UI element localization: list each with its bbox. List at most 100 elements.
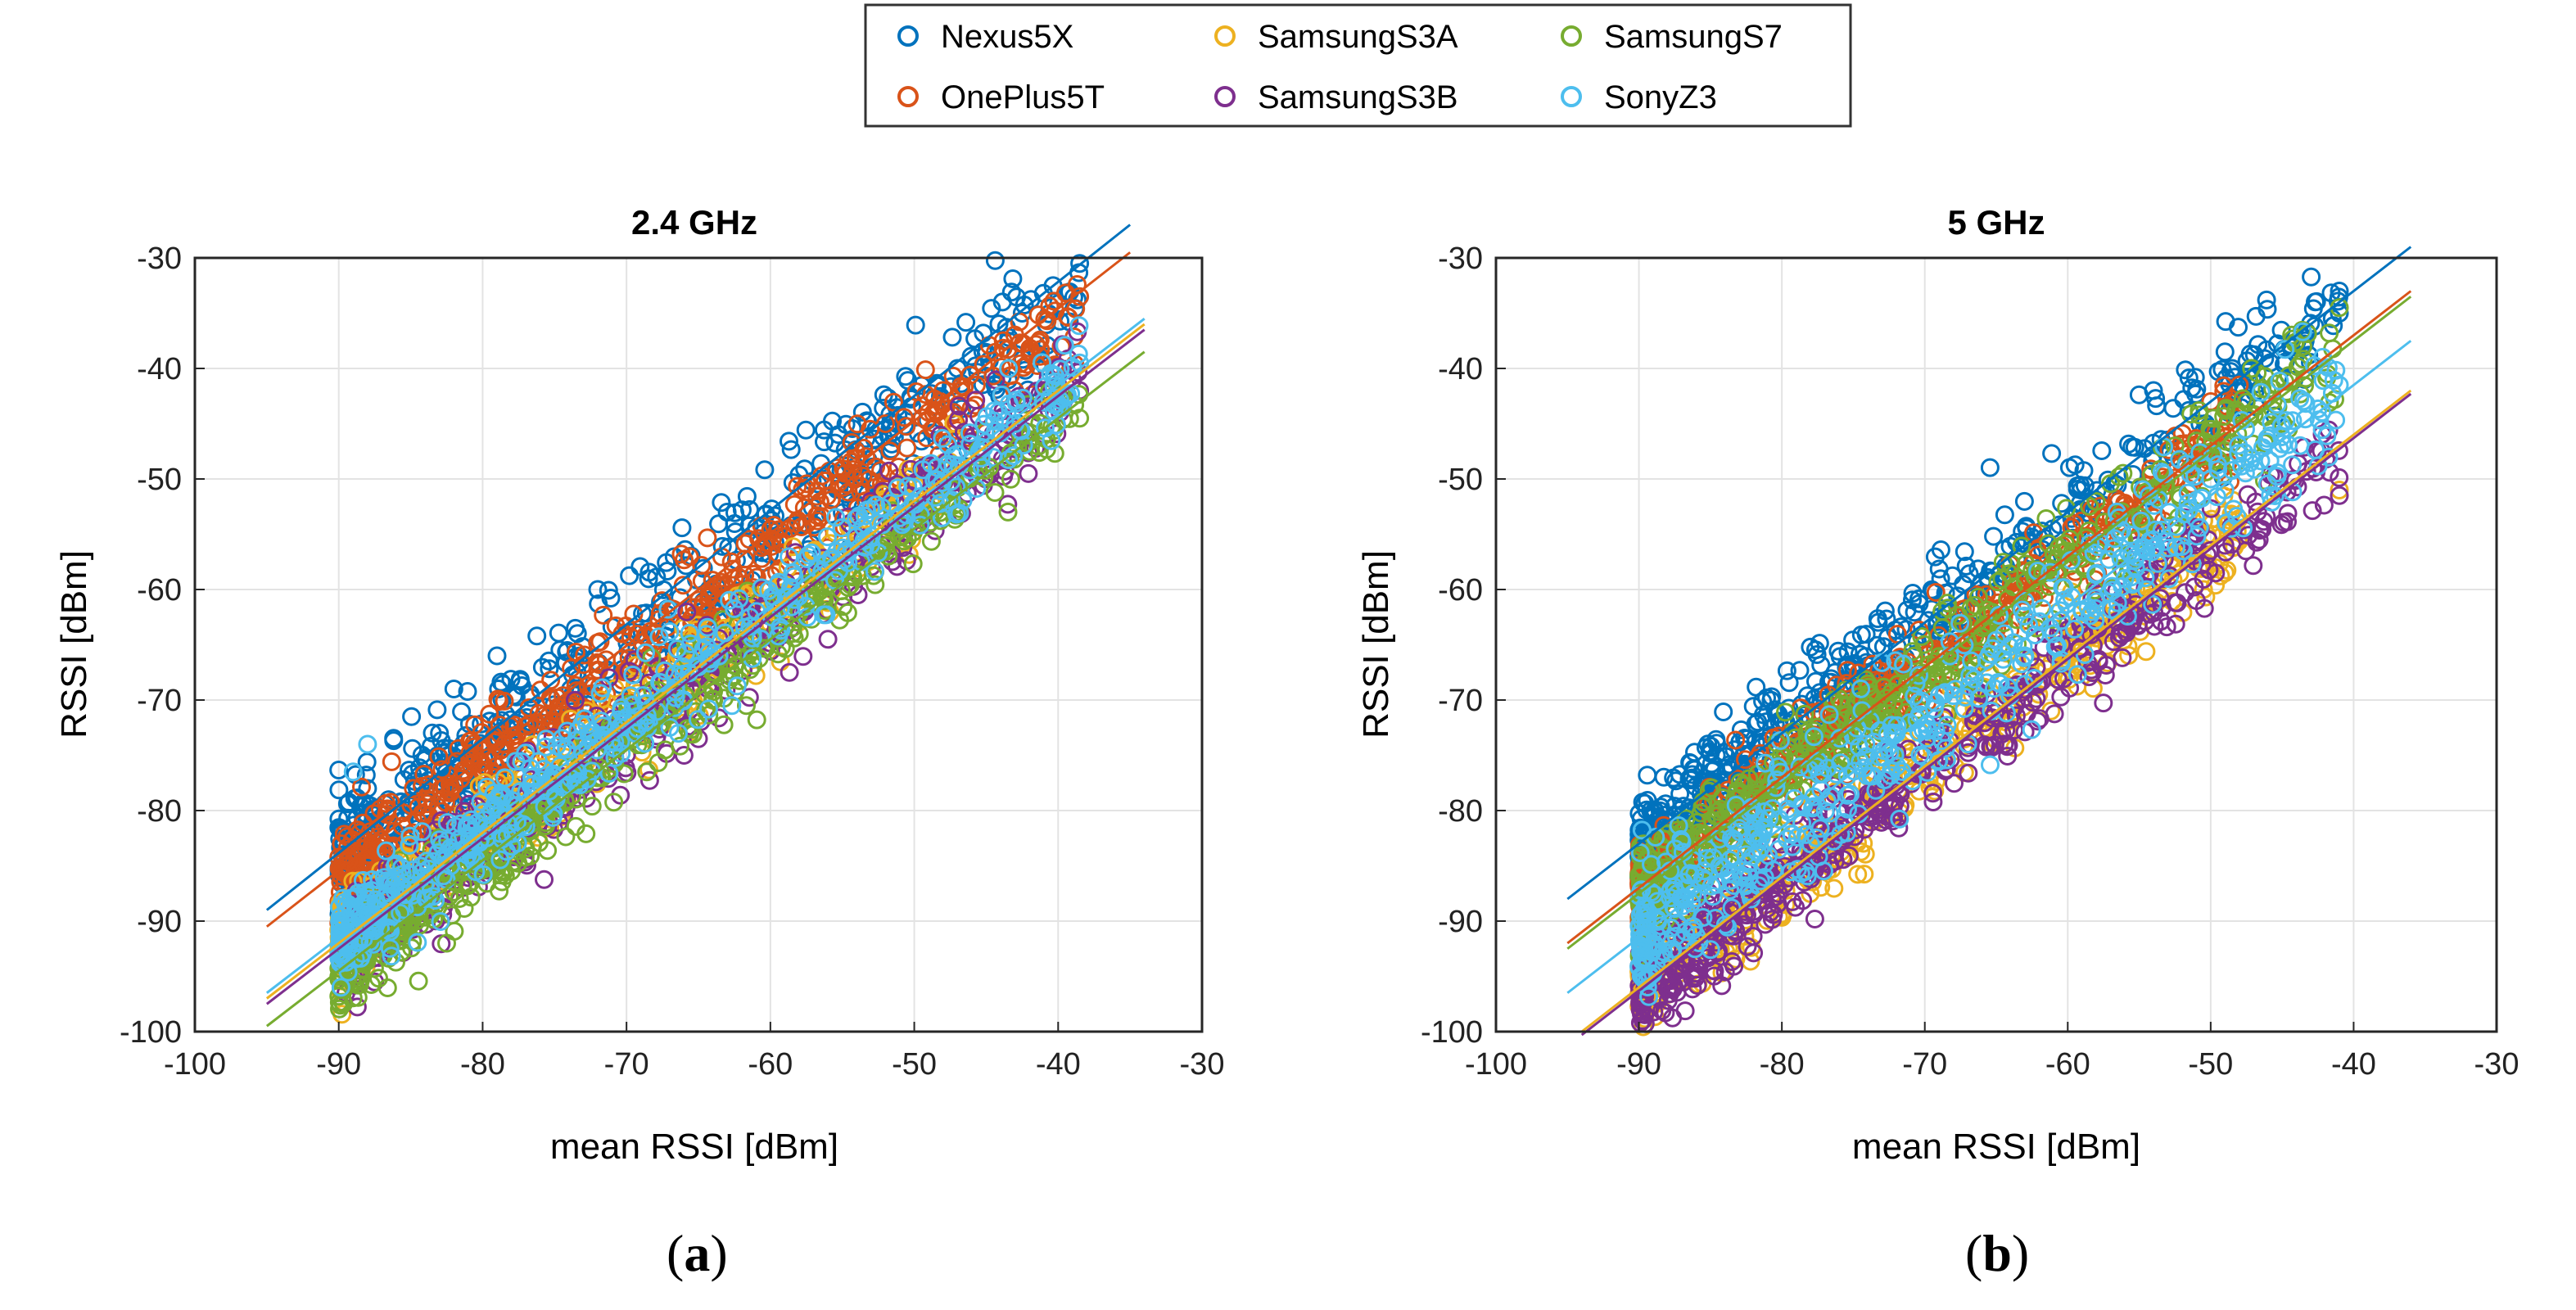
data-point	[566, 675, 585, 695]
data-point	[639, 562, 659, 582]
data-point	[949, 396, 969, 416]
fit-line-nexus5x	[265, 224, 1132, 911]
fit-line-samsungs7	[265, 350, 1146, 1028]
y-tick-label: -30	[137, 242, 182, 276]
data-point	[879, 461, 899, 481]
data-point	[1070, 254, 1090, 273]
data-point	[329, 780, 349, 800]
data-point	[658, 562, 677, 580]
x-tick-label: -30	[1180, 1047, 1225, 1082]
data-point	[680, 547, 699, 567]
data-point	[2302, 267, 2321, 287]
panel-label-open: (	[667, 1224, 684, 1282]
data-point	[527, 626, 547, 646]
legend-item-nexus5x: Nexus5X	[897, 19, 1073, 55]
data-point	[714, 715, 734, 734]
data-point	[512, 676, 531, 695]
data-point	[440, 775, 459, 794]
data-point	[430, 724, 450, 743]
x-tick-label: -70	[604, 1047, 649, 1082]
data-point	[784, 495, 804, 514]
data-point	[489, 692, 508, 711]
data-point	[712, 576, 731, 595]
data-point	[350, 823, 370, 842]
data-point	[897, 417, 916, 436]
data-point	[729, 567, 748, 587]
data-point	[906, 315, 925, 335]
y-tick-label: -40	[137, 352, 182, 386]
data-point	[624, 604, 644, 624]
data-point	[565, 690, 585, 710]
series-oneplus5t	[329, 275, 1090, 933]
data-point	[811, 507, 831, 526]
legend-item-samsungs3a: SamsungS3A	[1214, 19, 1458, 55]
data-point	[966, 375, 986, 395]
data-point	[594, 605, 613, 625]
data-point	[671, 544, 691, 564]
data-point	[949, 410, 969, 430]
legend-box	[864, 3, 1852, 128]
data-point	[717, 503, 737, 522]
data-point	[444, 680, 463, 698]
y-tick-label: -90	[137, 905, 182, 939]
data-point	[747, 710, 766, 730]
data-point	[1030, 330, 1050, 350]
data-point	[532, 657, 552, 677]
data-point	[915, 360, 935, 380]
data-point	[709, 514, 729, 534]
x-tick-label: -60	[748, 1047, 793, 1082]
data-point	[664, 599, 684, 619]
data-point	[402, 707, 422, 726]
data-point	[1003, 269, 1023, 288]
data-point	[627, 625, 647, 644]
data-point	[352, 777, 371, 797]
data-point	[1638, 766, 1657, 785]
data-point	[739, 530, 759, 549]
x-tick-label: -100	[164, 1047, 226, 1082]
data-point	[762, 536, 781, 556]
data-point	[677, 602, 697, 621]
data-point	[985, 251, 1005, 270]
data-point	[454, 763, 474, 782]
data-point	[554, 686, 573, 706]
data-point	[853, 467, 873, 486]
legend-label: SamsungS3A	[1258, 19, 1458, 55]
data-point	[1010, 354, 1030, 373]
data-point	[590, 632, 610, 652]
data-point	[384, 729, 404, 748]
data-point	[535, 870, 554, 889]
data-point	[842, 433, 861, 452]
y-tick-label: -80	[137, 794, 182, 829]
data-point	[432, 779, 451, 798]
data-point	[549, 623, 568, 643]
data-point	[517, 741, 537, 761]
legend-label: SamsungS7	[1604, 19, 1783, 55]
legend-marker	[1214, 25, 1236, 47]
data-point	[642, 648, 662, 667]
legend-label: OnePlus5T	[941, 79, 1105, 115]
y-tick-label: -100	[120, 1015, 182, 1050]
data-point	[575, 645, 594, 665]
data-point	[371, 830, 391, 850]
data-point	[562, 658, 581, 678]
legend-item-samsungs3b: SamsungS3B	[1214, 79, 1458, 115]
data-point	[330, 859, 350, 879]
data-point	[814, 420, 834, 440]
data-point	[755, 460, 775, 480]
data-point	[746, 666, 766, 685]
data-point	[429, 747, 449, 766]
data-point	[487, 646, 507, 666]
data-point	[2163, 399, 2183, 418]
data-point	[619, 662, 639, 681]
data-point	[495, 691, 514, 711]
data-point	[1001, 469, 1020, 489]
data-point	[818, 630, 838, 649]
data-point	[1747, 677, 1766, 697]
data-point	[796, 420, 816, 440]
legend-item-sonyz3: SonyZ3	[1561, 79, 1717, 115]
data-point	[414, 765, 434, 784]
data-point	[358, 734, 377, 754]
chart-panel-2-4ghz: 2.4 GHz -100 -90 -80 -70 -60 -50 -40 -30-30-40-…	[54, 203, 1224, 1282]
data-point	[852, 402, 872, 422]
